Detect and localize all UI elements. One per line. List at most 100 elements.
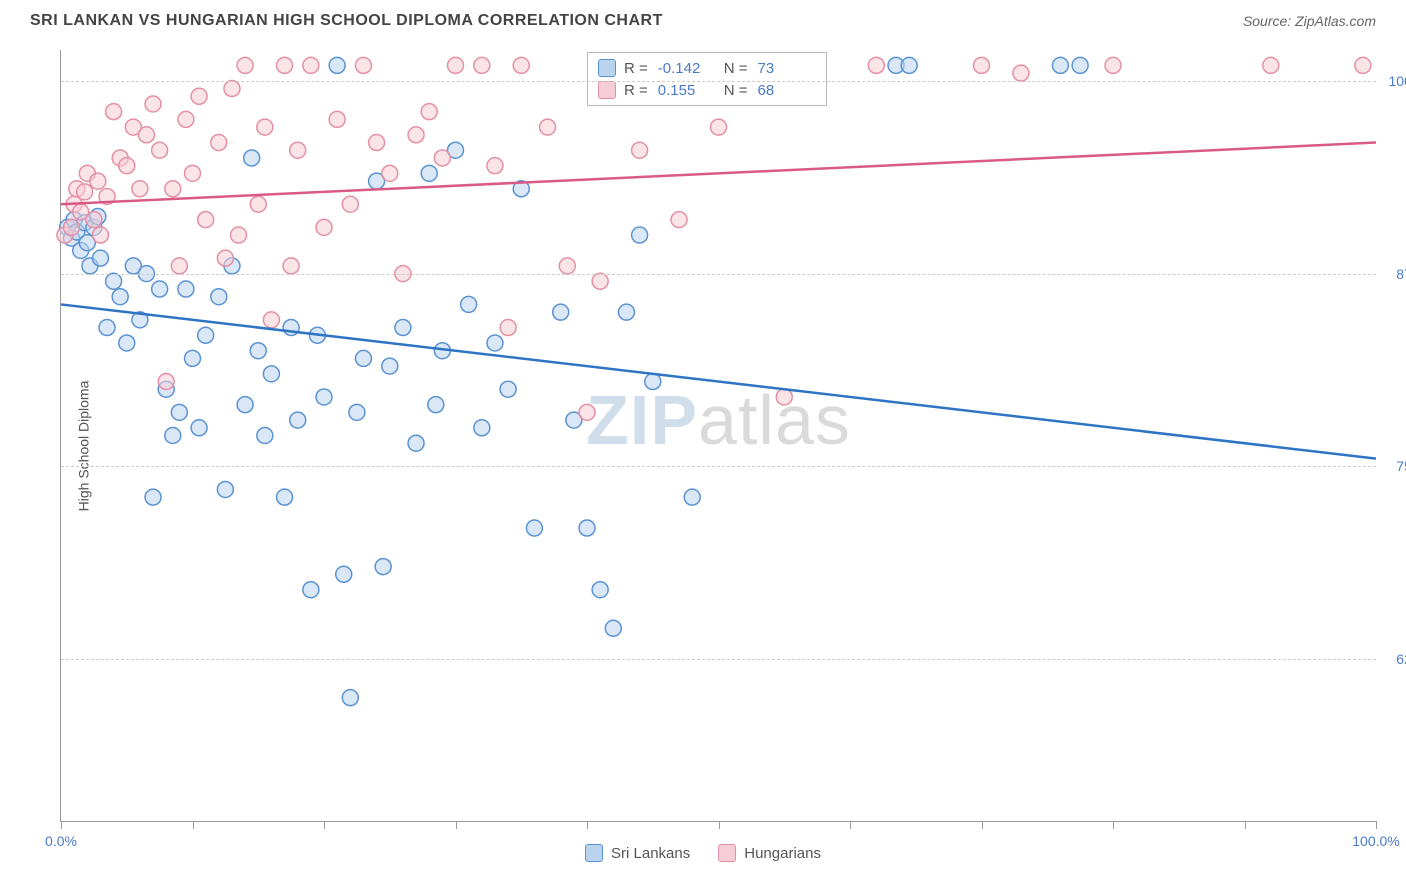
data-point bbox=[171, 404, 187, 420]
data-point bbox=[171, 258, 187, 274]
data-point bbox=[191, 420, 207, 436]
y-tick-label: 75.0% bbox=[1381, 458, 1406, 474]
data-point bbox=[711, 119, 727, 135]
data-point bbox=[421, 165, 437, 181]
data-point bbox=[776, 389, 792, 405]
data-point bbox=[559, 258, 575, 274]
data-point bbox=[329, 57, 345, 73]
data-point bbox=[336, 566, 352, 582]
x-tick bbox=[587, 821, 588, 829]
data-point bbox=[1263, 57, 1279, 73]
x-tick-label: 100.0% bbox=[1352, 833, 1399, 849]
data-point bbox=[217, 250, 233, 266]
correlation-row: R =0.155N =68 bbox=[598, 79, 816, 101]
data-point bbox=[217, 481, 233, 497]
chart-area: ZIPatlas R =-0.142N =73R =0.155N =68 62.… bbox=[60, 50, 1376, 822]
data-point bbox=[119, 158, 135, 174]
data-point bbox=[316, 219, 332, 235]
n-value: 73 bbox=[758, 60, 816, 77]
x-tick bbox=[1376, 821, 1377, 829]
data-point bbox=[421, 104, 437, 120]
data-point bbox=[198, 212, 214, 228]
n-label: N = bbox=[724, 82, 748, 99]
y-tick-label: 62.5% bbox=[1381, 651, 1406, 667]
data-point bbox=[342, 690, 358, 706]
data-point bbox=[375, 559, 391, 575]
data-point bbox=[263, 366, 279, 382]
data-point bbox=[901, 57, 917, 73]
data-point bbox=[592, 582, 608, 598]
series-swatch bbox=[585, 844, 603, 862]
data-point bbox=[500, 320, 516, 336]
data-point bbox=[553, 304, 569, 320]
scatter-plot bbox=[61, 50, 1376, 821]
data-point bbox=[158, 374, 174, 390]
data-point bbox=[408, 435, 424, 451]
x-tick bbox=[61, 821, 62, 829]
r-value: -0.142 bbox=[658, 60, 716, 77]
data-point bbox=[277, 57, 293, 73]
x-tick bbox=[982, 821, 983, 829]
data-point bbox=[618, 304, 634, 320]
x-tick bbox=[719, 821, 720, 829]
data-point bbox=[64, 219, 80, 235]
data-point bbox=[283, 258, 299, 274]
data-point bbox=[152, 281, 168, 297]
data-point bbox=[106, 104, 122, 120]
n-label: N = bbox=[724, 60, 748, 77]
x-tick bbox=[324, 821, 325, 829]
data-point bbox=[224, 81, 240, 97]
data-point bbox=[90, 173, 106, 189]
legend-item: Hungarians bbox=[718, 844, 821, 862]
data-point bbox=[329, 111, 345, 127]
data-point bbox=[152, 142, 168, 158]
legend-label: Hungarians bbox=[744, 845, 821, 862]
gridline bbox=[61, 466, 1376, 467]
n-value: 68 bbox=[758, 82, 816, 99]
x-tick bbox=[1113, 821, 1114, 829]
data-point bbox=[99, 320, 115, 336]
data-point bbox=[86, 212, 102, 228]
data-point bbox=[290, 412, 306, 428]
data-point bbox=[237, 57, 253, 73]
data-point bbox=[369, 135, 385, 151]
y-tick-label: 100.0% bbox=[1381, 73, 1406, 89]
data-point bbox=[448, 57, 464, 73]
data-point bbox=[342, 196, 358, 212]
x-tick bbox=[456, 821, 457, 829]
data-point bbox=[1013, 65, 1029, 81]
data-point bbox=[487, 335, 503, 351]
data-point bbox=[92, 227, 108, 243]
data-point bbox=[474, 57, 490, 73]
data-point bbox=[92, 250, 108, 266]
gridline bbox=[61, 274, 1376, 275]
data-point bbox=[428, 397, 444, 413]
data-point bbox=[250, 343, 266, 359]
data-point bbox=[382, 358, 398, 374]
data-point bbox=[257, 428, 273, 444]
chart-title: SRI LANKAN VS HUNGARIAN HIGH SCHOOL DIPL… bbox=[30, 12, 663, 30]
data-point bbox=[198, 327, 214, 343]
data-point bbox=[684, 489, 700, 505]
data-point bbox=[165, 428, 181, 444]
gridline bbox=[61, 659, 1376, 660]
series-swatch bbox=[598, 59, 616, 77]
x-tick bbox=[1245, 821, 1246, 829]
data-point bbox=[526, 520, 542, 536]
data-point bbox=[119, 335, 135, 351]
legend-label: Sri Lankans bbox=[611, 845, 690, 862]
data-point bbox=[434, 150, 450, 166]
data-point bbox=[395, 320, 411, 336]
legend-item: Sri Lankans bbox=[585, 844, 690, 862]
data-point bbox=[263, 312, 279, 328]
data-point bbox=[290, 142, 306, 158]
data-point bbox=[165, 181, 181, 197]
data-point bbox=[77, 184, 93, 200]
data-point bbox=[185, 165, 201, 181]
data-point bbox=[178, 281, 194, 297]
data-point bbox=[211, 289, 227, 305]
data-point bbox=[185, 350, 201, 366]
x-tick-label: 0.0% bbox=[45, 833, 77, 849]
r-value: 0.155 bbox=[658, 82, 716, 99]
y-tick-label: 87.5% bbox=[1381, 266, 1406, 282]
